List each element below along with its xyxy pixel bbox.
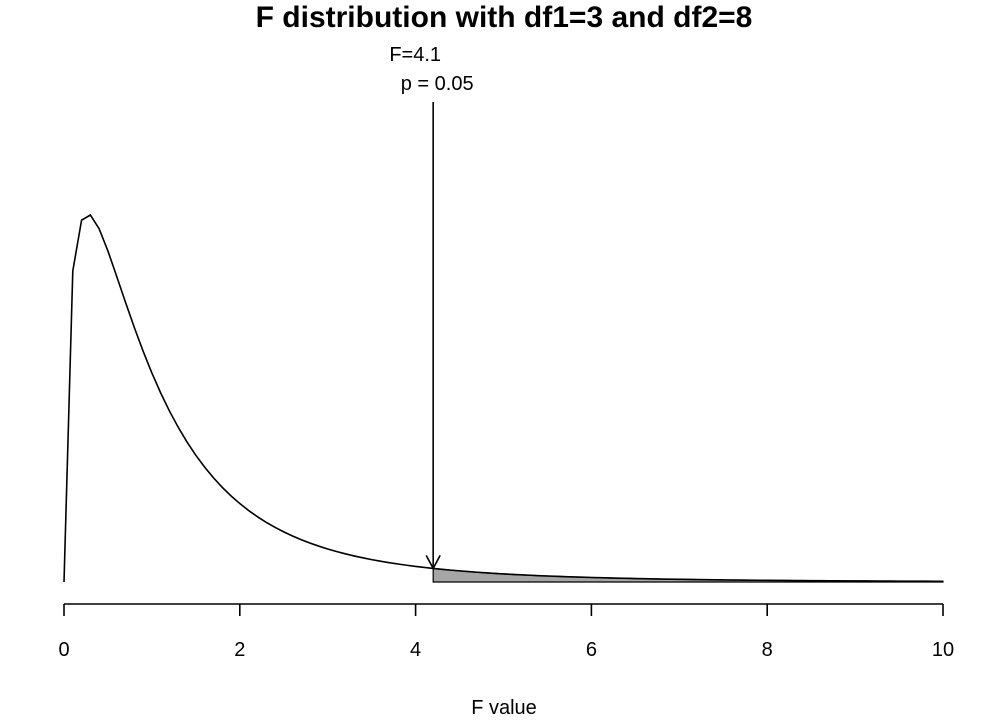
x-tick-label: 10 <box>932 639 954 661</box>
x-tick-label: 6 <box>586 639 597 661</box>
x-tick-label: 8 <box>762 639 773 661</box>
chart-title: F distribution with df1=3 and df2=8 <box>256 1 753 34</box>
x-axis-label: F value <box>471 697 537 719</box>
annotation-p-value: p = 0.05 <box>401 73 474 95</box>
x-tick-label: 4 <box>410 639 421 661</box>
x-tick-label: 0 <box>58 639 69 661</box>
arrow-head <box>425 555 441 571</box>
density-curve <box>63 213 944 583</box>
x-axis: 0 2 4 6 8 10 <box>58 603 954 661</box>
x-tick-label: 2 <box>234 639 245 661</box>
annotation-f-value: F=4.1 <box>389 44 441 66</box>
